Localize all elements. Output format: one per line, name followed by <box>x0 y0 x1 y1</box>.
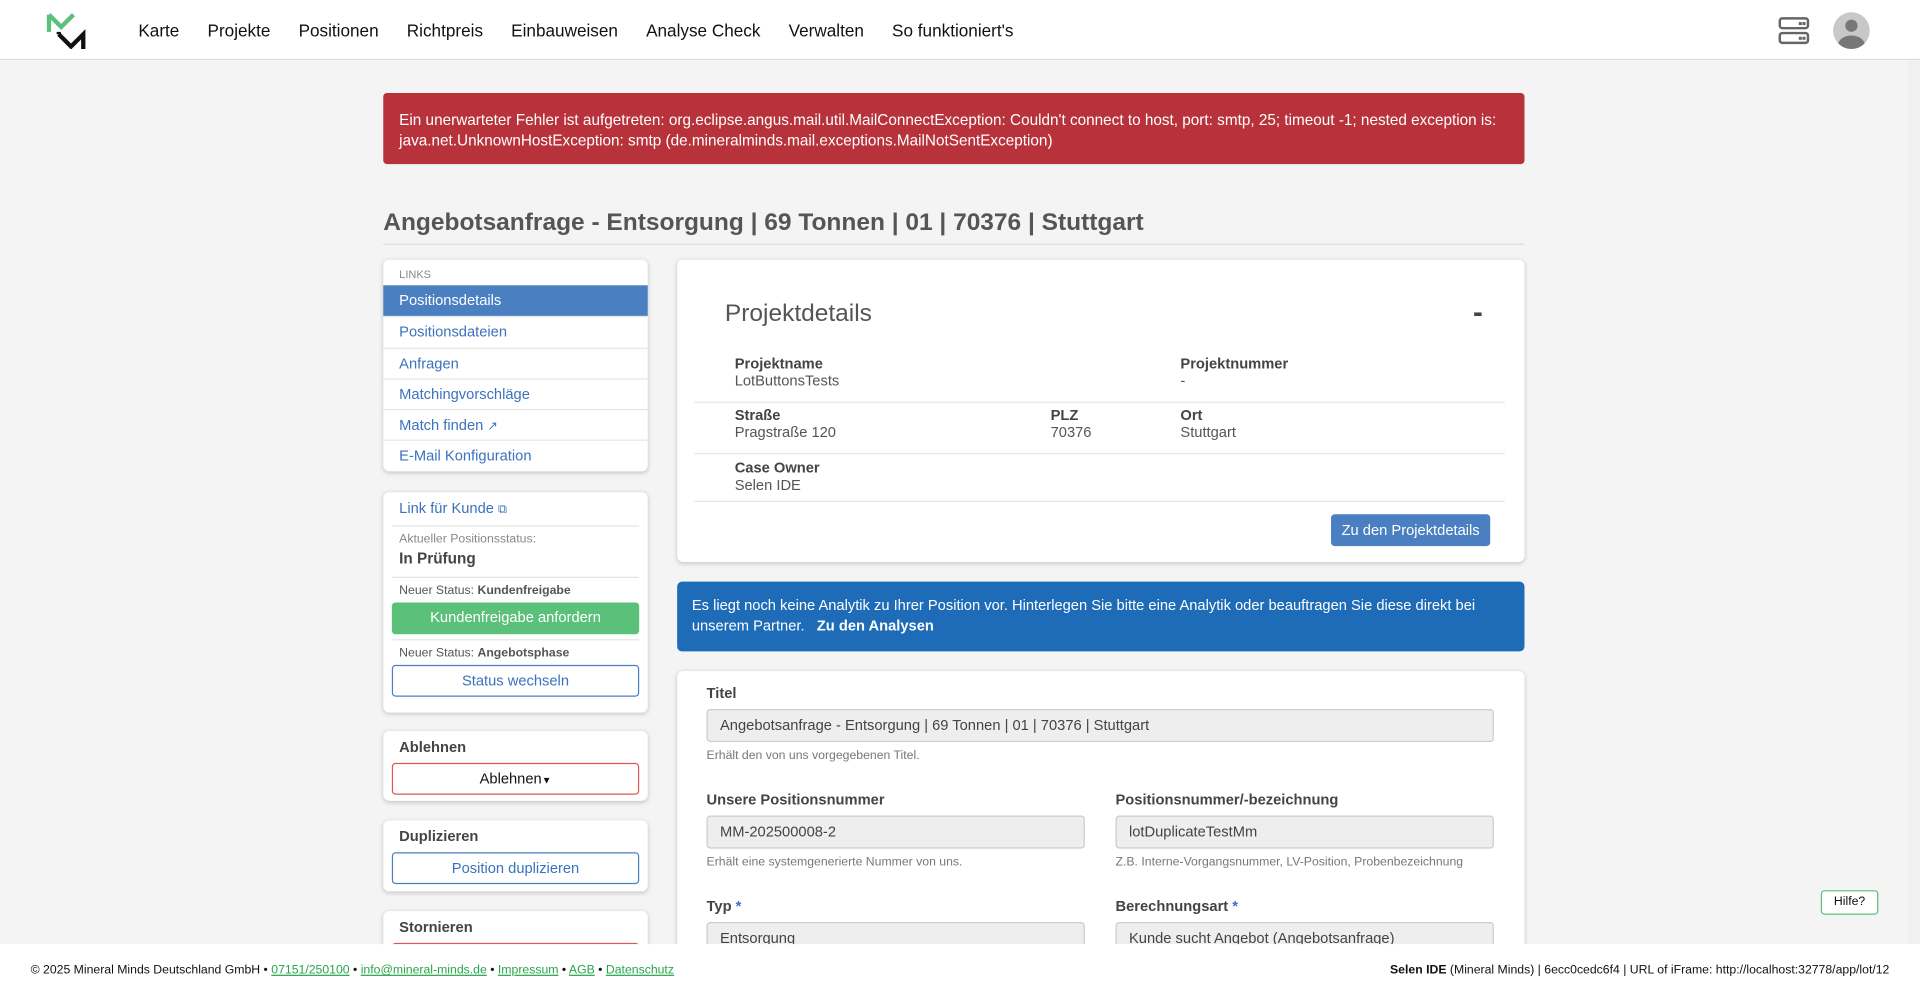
nav-richtpreis[interactable]: Richtpreis <box>406 20 484 41</box>
caret-down-icon: ▼ <box>541 775 552 787</box>
titel-input[interactable]: Angebotsanfrage - Entsorgung | 69 Tonnen… <box>706 708 1494 743</box>
duplicate-card: Duplizieren Position duplizieren <box>383 820 648 892</box>
titel-label: Titel <box>706 684 737 702</box>
scrollbar[interactable] <box>1907 60 1920 945</box>
nav-analyse-check[interactable]: Analyse Check <box>646 20 761 41</box>
unsere-positionsnummer-label: Unsere Positionsnummer <box>706 791 885 809</box>
zu-den-projektdetails-button[interactable]: Zu den Projektdetails <box>1331 514 1491 547</box>
link-label: Match finden <box>399 416 484 434</box>
info-text: Es liegt noch keine Analytik zu Ihrer Po… <box>691 596 1476 635</box>
duplicate-title: Duplizieren <box>399 827 479 845</box>
field-case-owner: Case Owner Selen IDE <box>734 459 820 494</box>
external-link-icon: ↗ <box>487 420 498 434</box>
impressum-link[interactable]: Impressum <box>497 963 559 978</box>
footer-user: Selen IDE <box>1390 963 1447 978</box>
nav-so-funktionierts[interactable]: So funktioniert's <box>892 20 1014 41</box>
field-plz: PLZ 70376 <box>1050 406 1092 441</box>
main-nav: Karte Projekte Positionen Richtpreis Ein… <box>138 21 1041 41</box>
berechnungsart-label: Berechnungsart * <box>1115 897 1239 915</box>
new-status-value: Kundenfreigabe <box>477 584 571 598</box>
nav-karte[interactable]: Karte <box>138 20 180 41</box>
position-form: Titel Angebotsanfrage - Entsorgung | 69 … <box>677 671 1525 965</box>
email-link[interactable]: info@mineral-minds.de <box>360 963 487 978</box>
links-header: LINKS <box>399 268 432 281</box>
positionsnummer-input[interactable]: lotDuplicateTestMm <box>1115 815 1494 849</box>
unsere-positionsnummer-hint: Erhält eine systemgenerierte Nummer von … <box>706 855 963 870</box>
status-card: Link für Kunde ⧉ Aktueller Positionsstat… <box>383 492 648 713</box>
error-alert: Ein unerwarteter Fehler ist aufgetreten:… <box>383 93 1525 165</box>
nav-positionen[interactable]: Positionen <box>298 20 379 41</box>
help-button[interactable]: Hilfe? <box>1820 890 1879 915</box>
agb-link[interactable]: AGB <box>568 963 595 978</box>
unsere-positionsnummer-input[interactable]: MM-202500008-2 <box>706 815 1085 849</box>
divider <box>383 243 1525 245</box>
ablehnen-dropdown[interactable]: Ablehnen▼ <box>391 762 640 795</box>
datenschutz-link[interactable]: Datenschutz <box>605 963 674 978</box>
positionsnummer-hint: Z.B. Interne-Vorgangsnummer, LV-Position… <box>1115 855 1464 870</box>
copyright: © 2025 Mineral Minds Deutschland GmbH <box>30 963 261 978</box>
typ-label: Typ * <box>706 897 742 915</box>
reject-card: Ablehnen Ablehnen▼ <box>383 731 648 801</box>
logo[interactable] <box>46 12 86 49</box>
link-email-konfiguration[interactable]: E-Mail Konfiguration <box>383 440 648 471</box>
nav-projekte[interactable]: Projekte <box>207 20 271 41</box>
zu-den-analysen-link[interactable]: Zu den Analysen <box>816 617 934 635</box>
field-projektname: Projektname LotButtonsTests <box>734 355 840 390</box>
new-status-value: Angebotsphase <box>477 646 570 661</box>
link-match-finden[interactable]: Match finden ↗ <box>383 409 648 440</box>
titel-hint: Erhält den von uns vorgegebenen Titel. <box>706 749 920 763</box>
project-details-card: Projektdetails - Projektname LotButtonsTe… <box>677 259 1525 563</box>
new-status-label: Neuer Status: <box>399 584 475 598</box>
user-avatar-icon[interactable] <box>1833 12 1870 49</box>
new-status-label: Neuer Status: <box>399 646 475 661</box>
cancel-title: Stornieren <box>399 918 473 936</box>
field-ort: Ort Stuttgart <box>1180 406 1236 441</box>
kundenfreigabe-anfordern-button[interactable]: Kundenfreigabe anfordern <box>391 602 640 635</box>
current-status-value: In Prüfung <box>399 549 476 567</box>
position-duplizieren-button[interactable]: Position duplizieren <box>391 852 640 885</box>
nav-verwalten[interactable]: Verwalten <box>788 20 864 41</box>
footer: © 2025 Mineral Minds Deutschland GmbH • … <box>0 944 1920 994</box>
reject-title: Ablehnen <box>399 738 467 756</box>
positionsnummer-label: Positionsnummer/-bezeichnung <box>1115 791 1339 809</box>
footer-info: (Mineral Minds) | 6ecc0cedc6f4 | URL of … <box>1449 963 1890 978</box>
dropdown-label: Ablehnen <box>479 770 542 788</box>
links-card: LINKS Positionsdetails Positionsdateien … <box>383 259 648 472</box>
link-positionsdetails[interactable]: Positionsdetails <box>383 285 648 317</box>
current-status-label: Aktueller Positionsstatus: <box>399 532 536 547</box>
phone-link[interactable]: 07151/250100 <box>271 963 350 978</box>
link-anfragen[interactable]: Anfragen <box>383 347 648 378</box>
link-label: Link für Kunde <box>399 499 494 517</box>
status-wechseln-button[interactable]: Status wechseln <box>391 664 640 697</box>
copy-icon[interactable]: ⧉ <box>498 503 507 517</box>
nav-einbauweisen[interactable]: Einbauweisen <box>511 20 618 41</box>
project-details-title: Projektdetails <box>724 300 872 327</box>
field-strasse: Straße Pragstraße 120 <box>734 406 836 441</box>
field-projektnummer: Projektnummer - <box>1180 355 1289 390</box>
collapse-button[interactable]: - <box>1473 296 1483 330</box>
link-matchingvorschlaege[interactable]: Matchingvorschläge <box>383 378 648 409</box>
analytics-info-box: Es liegt noch keine Analytik zu Ihrer Po… <box>677 581 1525 652</box>
page-title: Angebotsanfrage - Entsorgung | 69 Tonnen… <box>383 209 1144 237</box>
link-fuer-kunde[interactable]: Link für Kunde ⧉ <box>392 492 639 525</box>
server-icon[interactable] <box>1778 16 1810 45</box>
link-positionsdateien[interactable]: Positionsdateien <box>383 316 648 347</box>
top-navbar: Karte Projekte Positionen Richtpreis Ein… <box>0 0 1920 61</box>
